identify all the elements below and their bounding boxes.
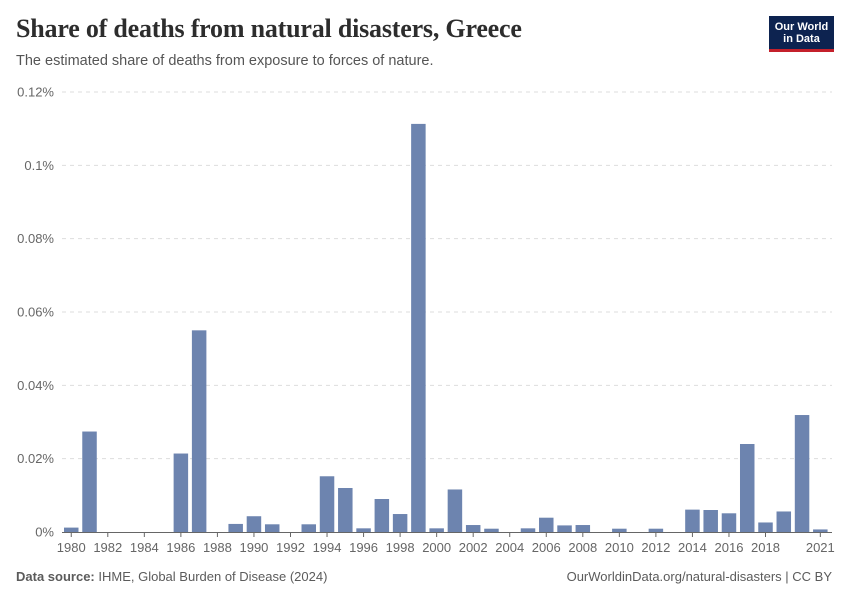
bar-1990[interactable]	[246, 516, 262, 532]
x-tick-label: 2000	[422, 540, 451, 555]
chart-title: Share of deaths from natural disasters, …	[16, 14, 522, 43]
y-tick-label: 0%	[35, 525, 54, 540]
x-tick-label: 2012	[641, 540, 670, 555]
x-tick-label: 1986	[166, 540, 195, 555]
bar-2016[interactable]	[721, 513, 737, 532]
bar-2015[interactable]	[703, 510, 718, 532]
bar-2010[interactable]	[612, 528, 627, 532]
x-tick-label: 1992	[276, 540, 305, 555]
x-tick-label: 2006	[532, 540, 561, 555]
bar-2014[interactable]	[685, 509, 700, 532]
data-source-label: Data source:	[16, 569, 95, 584]
x-tick-label: 2002	[459, 540, 488, 555]
x-tick-label: 2008	[568, 540, 597, 555]
bar-2007[interactable]	[557, 525, 572, 532]
bar-1994[interactable]	[319, 476, 335, 532]
bar-2012[interactable]	[648, 528, 664, 532]
x-tick-label: 1982	[93, 540, 122, 555]
bar-2019[interactable]	[776, 511, 792, 532]
x-tick-label: 1988	[203, 540, 232, 555]
logo-line-2: in Data	[783, 33, 820, 45]
bar-2021[interactable]	[813, 529, 828, 532]
bars	[64, 123, 828, 533]
x-tick-label: 2021	[806, 540, 835, 555]
bar-1997[interactable]	[374, 499, 390, 532]
bar-2020[interactable]	[794, 415, 810, 532]
x-tick-label: 2010	[605, 540, 634, 555]
bar-1986[interactable]	[173, 453, 189, 532]
chart-subtitle: The estimated share of deaths from expos…	[16, 53, 434, 69]
bar-1993[interactable]	[301, 524, 317, 532]
y-tick-label: 0.08%	[17, 231, 54, 246]
bar-2017[interactable]	[739, 444, 755, 532]
x-tick-label: 1998	[386, 540, 415, 555]
bar-chart: 0% 0.02% 0.04% 0.06% 0.08% 0.1% 0.12% 1980 1982…	[17, 85, 835, 556]
bar-1996[interactable]	[356, 528, 371, 532]
bar-1981[interactable]	[82, 431, 97, 532]
x-tick-label: 1980	[57, 540, 86, 555]
bar-2018[interactable]	[758, 522, 773, 532]
x-tick-label: 1994	[313, 540, 342, 555]
bar-1989[interactable]	[228, 523, 243, 532]
logo-line-1: Our World	[774, 21, 829, 33]
owid-logo[interactable]: Our World in Data	[769, 16, 834, 52]
bar-2008[interactable]	[575, 525, 591, 532]
bar-2006[interactable]	[539, 517, 554, 532]
bar-2005[interactable]	[520, 528, 536, 532]
x-tick-label: 2014	[678, 540, 707, 555]
bar-2002[interactable]	[465, 525, 481, 532]
y-tick-label: 0.12%	[17, 85, 54, 100]
bar-1991[interactable]	[264, 524, 280, 532]
bar-1998[interactable]	[392, 514, 408, 532]
bar-1980[interactable]	[64, 527, 79, 532]
x-tick-label: 1996	[349, 540, 378, 555]
bar-1999[interactable]	[411, 123, 426, 533]
y-tick-label: 0.04%	[17, 378, 54, 393]
gridlines	[62, 91, 832, 460]
bar-2003[interactable]	[484, 528, 499, 532]
source-url[interactable]: OurWorldinData.org/natural-disasters | C…	[566, 569, 832, 584]
bar-1995[interactable]	[338, 488, 353, 532]
x-axis	[62, 532, 832, 537]
x-tick-label: 2018	[751, 540, 780, 555]
data-source-text: IHME, Global Burden of Disease (2024)	[98, 569, 328, 584]
y-tick-label: 0.1%	[24, 158, 54, 173]
bar-1987[interactable]	[191, 330, 207, 532]
y-tick-label: 0.02%	[17, 451, 54, 466]
y-axis-labels: 0% 0.02% 0.04% 0.06% 0.08% 0.1% 0.12%	[17, 85, 54, 540]
x-tick-label: 1984	[130, 540, 159, 555]
x-tick-label: 2004	[495, 540, 524, 555]
bar-2000[interactable]	[429, 528, 444, 532]
bar-2001[interactable]	[447, 489, 463, 532]
x-tick-label: 1990	[239, 540, 268, 555]
data-source: Data source: IHME, Global Burden of Dise…	[16, 569, 327, 584]
x-tick-label: 2016	[715, 540, 744, 555]
y-tick-label: 0.06%	[17, 305, 54, 320]
x-axis-labels: 1980 1982 1984 1986 1988 1990 1992 1994 1996 1998…	[57, 540, 835, 555]
